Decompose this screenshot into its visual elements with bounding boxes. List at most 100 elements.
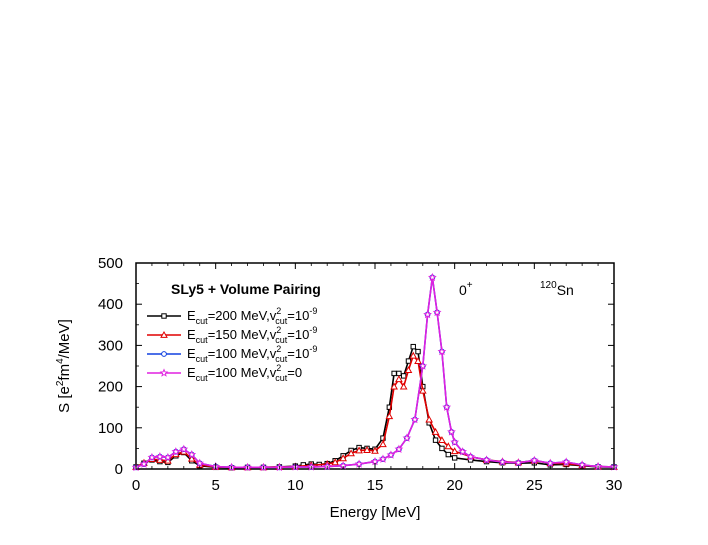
- data-point: [415, 348, 421, 355]
- x-tick-label: 20: [446, 477, 463, 494]
- data-point: [431, 427, 440, 435]
- data-point: [155, 452, 165, 461]
- legend-entry: Ecut=100 MeV,v2 cut=0: [147, 363, 302, 383]
- data-point: [561, 457, 571, 466]
- data-point: [414, 357, 422, 364]
- data-point: [164, 456, 172, 464]
- data-point: [390, 382, 398, 390]
- data-point: [450, 447, 459, 455]
- data-point: [147, 452, 157, 462]
- data-point: [447, 427, 456, 436]
- state-parity: +: [467, 280, 473, 291]
- x-tick-label: 5: [211, 477, 219, 494]
- legend-entry: Ecut=100 MeV,v2 cut=10-9: [147, 344, 317, 364]
- x-tick-label: 0: [132, 477, 140, 494]
- series-layer: [131, 272, 619, 472]
- nucleus-mass: 120: [540, 280, 557, 291]
- data-point: [466, 452, 475, 461]
- data-point: [386, 450, 396, 459]
- data-point: [439, 445, 445, 452]
- y-tick-label: 300: [98, 337, 123, 354]
- data-point: [514, 458, 523, 467]
- legend-swatch: [147, 368, 181, 377]
- data-point: [139, 459, 149, 468]
- data-point: [423, 309, 432, 319]
- x-tick-label: 30: [606, 477, 623, 494]
- data-point: [442, 402, 452, 411]
- legend-swatch: [147, 351, 181, 357]
- legend-label: Ecut=100 MeV,v2 cut=10-9: [187, 344, 317, 364]
- data-point: [402, 433, 412, 442]
- data-point: [482, 455, 491, 464]
- data-point: [339, 454, 347, 462]
- data-point: [371, 446, 379, 454]
- data-point: [179, 444, 189, 453]
- data-point: [445, 451, 451, 458]
- data-point: [400, 373, 407, 379]
- legend-marker: [161, 351, 167, 357]
- y-tick-label: 0: [115, 461, 123, 478]
- legend-marker: [161, 313, 167, 319]
- y-tick-label: 500: [98, 255, 123, 272]
- data-point: [395, 375, 403, 383]
- legend-swatch: [147, 313, 181, 319]
- data-point: [379, 440, 387, 448]
- data-point: [425, 415, 434, 423]
- data-point: [331, 458, 340, 466]
- state-label: 0+: [459, 280, 473, 298]
- state-value: 0: [459, 282, 467, 298]
- data-point: [451, 455, 458, 461]
- nucleus-symbol: Sn: [557, 282, 574, 298]
- data-point: [163, 452, 173, 462]
- data-point: [385, 412, 394, 420]
- legend-entry: Ecut=200 MeV,v2 cut=10-9: [147, 306, 317, 326]
- legend-label: Ecut=100 MeV,v2 cut=0: [187, 363, 302, 383]
- data-point: [404, 366, 413, 374]
- x-tick-label: 25: [526, 477, 543, 494]
- data-point: [156, 455, 164, 463]
- data-point: [410, 414, 420, 424]
- y-tick-label: 100: [98, 420, 123, 437]
- data-point: [391, 370, 397, 377]
- legend-label: Ecut=200 MeV,v2 cut=10-9: [187, 306, 317, 326]
- data-point: [418, 386, 427, 394]
- data-point: [378, 454, 388, 463]
- legend-label: Ecut=150 MeV,v2 cut=10-9: [187, 325, 317, 345]
- data-point: [399, 382, 408, 390]
- legend-swatch: [147, 330, 181, 338]
- data-point: [405, 358, 412, 364]
- data-point: [438, 436, 446, 444]
- data-point: [187, 454, 196, 462]
- data-point: [396, 370, 402, 377]
- legend-marker: [159, 368, 169, 377]
- data-point: [394, 444, 404, 453]
- nucleus-label: 120Sn: [540, 280, 574, 298]
- legend-entry: Ecut=150 MeV,v2 cut=10-9: [147, 325, 317, 345]
- y-tick-label: 200: [98, 379, 123, 396]
- data-point: [432, 307, 442, 317]
- data-point: [427, 272, 437, 282]
- data-point: [409, 351, 418, 359]
- data-point: [410, 343, 416, 350]
- x-tick-label: 15: [367, 477, 384, 494]
- data-point: [432, 437, 439, 443]
- data-point: [354, 459, 364, 468]
- data-point: [418, 361, 428, 370]
- data-point: [347, 449, 355, 457]
- chart-title: SLy5 + Volume Pairing: [171, 281, 321, 297]
- data-point: [458, 447, 468, 456]
- data-point: [187, 449, 197, 459]
- x-tick-label: 10: [287, 477, 304, 494]
- y-axis-title: S [e2fm4/MeV]: [55, 319, 73, 413]
- data-point: [529, 455, 539, 465]
- data-point: [444, 442, 453, 450]
- y-tick-label: 400: [98, 296, 123, 313]
- x-axis-title: Energy [MeV]: [330, 504, 421, 521]
- data-point: [545, 458, 555, 467]
- data-point: [195, 458, 205, 467]
- legend: Ecut=200 MeV,v2 cut=10-9 Ecut=150 MeV,v2 c…: [147, 306, 317, 383]
- data-point: [437, 346, 447, 356]
